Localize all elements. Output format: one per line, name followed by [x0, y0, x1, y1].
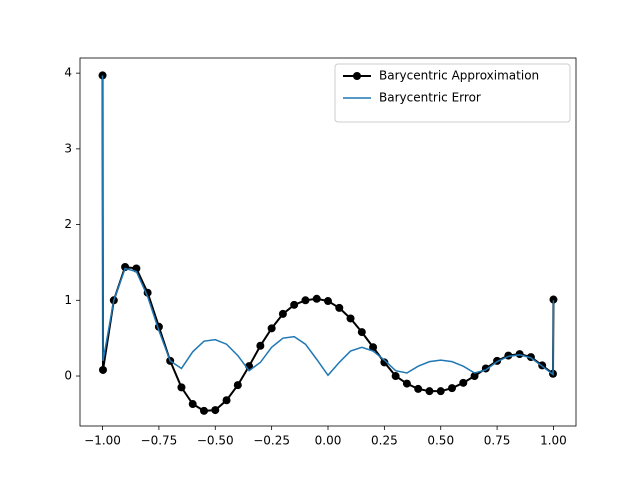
y-tick-label: 2	[64, 217, 72, 231]
series-marker	[211, 406, 220, 415]
x-tick-label: 0.25	[371, 434, 398, 448]
x-tick-label: 0.00	[315, 434, 342, 448]
series-marker	[369, 343, 378, 352]
x-tick-label: −1.00	[84, 434, 121, 448]
series-marker	[222, 396, 231, 405]
y-tick-label: 0	[64, 369, 72, 383]
series-marker	[312, 294, 321, 303]
series-marker	[98, 365, 107, 374]
series-marker	[177, 383, 186, 392]
y-tick-label: 1	[64, 293, 72, 307]
x-tick-label: 0.50	[427, 434, 454, 448]
series-marker	[515, 350, 524, 359]
series-marker	[278, 309, 287, 318]
series-marker	[425, 387, 434, 396]
series-marker	[436, 387, 445, 396]
series-marker	[200, 406, 208, 415]
series-marker	[267, 324, 276, 333]
series-marker	[459, 378, 468, 387]
x-tick-label: −0.25	[253, 434, 290, 448]
series-marker	[188, 400, 197, 409]
series-marker	[335, 303, 344, 312]
x-tick-label: 1.00	[540, 434, 567, 448]
series-marker	[256, 341, 265, 350]
legend-marker	[353, 72, 361, 80]
legend-label: Barycentric Approximation	[379, 69, 539, 83]
series-marker	[549, 295, 558, 304]
series-line	[101, 75, 555, 377]
axes-frame	[79, 57, 577, 427]
series-marker	[380, 358, 389, 367]
y-tick-label: 4	[64, 66, 72, 80]
series-marker	[470, 372, 479, 381]
series-marker	[301, 296, 310, 305]
series-marker	[233, 381, 242, 390]
x-tick-label: 0.75	[484, 434, 511, 448]
series-marker	[290, 300, 299, 309]
y-tick-label: 3	[64, 141, 72, 155]
series-marker	[324, 297, 332, 306]
legend-label: Barycentric Error	[379, 91, 481, 105]
x-tick-label: −0.50	[197, 434, 234, 448]
series-marker	[448, 384, 456, 393]
x-tick-label: −0.75	[141, 434, 178, 448]
series-marker	[357, 328, 366, 337]
series-marker	[402, 379, 411, 388]
series-marker	[346, 314, 355, 323]
series-marker	[391, 372, 400, 381]
legend-box	[334, 63, 571, 123]
series-marker	[414, 384, 423, 393]
